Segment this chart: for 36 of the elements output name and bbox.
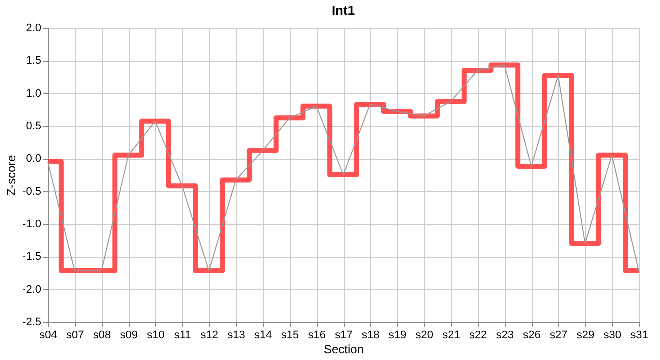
- y-tick-label: -2.0: [22, 284, 42, 296]
- x-tick-label: s04: [40, 330, 58, 342]
- y-tick-label: 0.0: [26, 153, 42, 166]
- x-tick-label: s08: [93, 330, 112, 342]
- x-tick-label: s23: [496, 330, 514, 342]
- x-tick-label: s13: [228, 330, 246, 342]
- x-tick-label: s19: [388, 330, 407, 342]
- x-tick-label: s17: [335, 330, 353, 342]
- y-axis-title: Z-score: [4, 154, 19, 196]
- x-tick-label: s12: [200, 330, 219, 342]
- y-tick-label: -2.5: [22, 316, 42, 328]
- x-tick-label: s11: [174, 330, 192, 342]
- x-tick-label: s18: [362, 330, 380, 342]
- x-axis-title: Section: [324, 342, 364, 356]
- x-tick-label: s16: [308, 330, 326, 342]
- y-tick-label: -1.5: [22, 251, 42, 264]
- x-tick-label: s29: [576, 330, 595, 342]
- y-tick-label: 0.5: [26, 120, 42, 132]
- x-tick-label: s10: [147, 330, 165, 342]
- x-tick-label: s26: [523, 330, 541, 342]
- y-tick-label: -1.0: [22, 218, 42, 230]
- x-tick-label: s20: [416, 330, 434, 342]
- y-tick-label: -0.5: [22, 186, 42, 198]
- x-tick-label: s31: [630, 330, 648, 342]
- chart-title: Int1: [332, 3, 356, 18]
- x-tick-label: s14: [254, 330, 272, 342]
- y-tick-label: 1.5: [26, 55, 42, 68]
- x-tick-label: s09: [120, 330, 138, 342]
- x-tick-label: s15: [281, 330, 300, 342]
- x-tick-label: s27: [550, 330, 568, 342]
- x-tick-label: s22: [469, 330, 488, 342]
- x-tick-label: s21: [442, 330, 460, 342]
- x-tick-label: s07: [66, 330, 84, 342]
- x-tick-label: s30: [604, 330, 622, 342]
- y-tick-label: 2.0: [26, 22, 42, 34]
- y-tick-label: 1.0: [26, 88, 42, 100]
